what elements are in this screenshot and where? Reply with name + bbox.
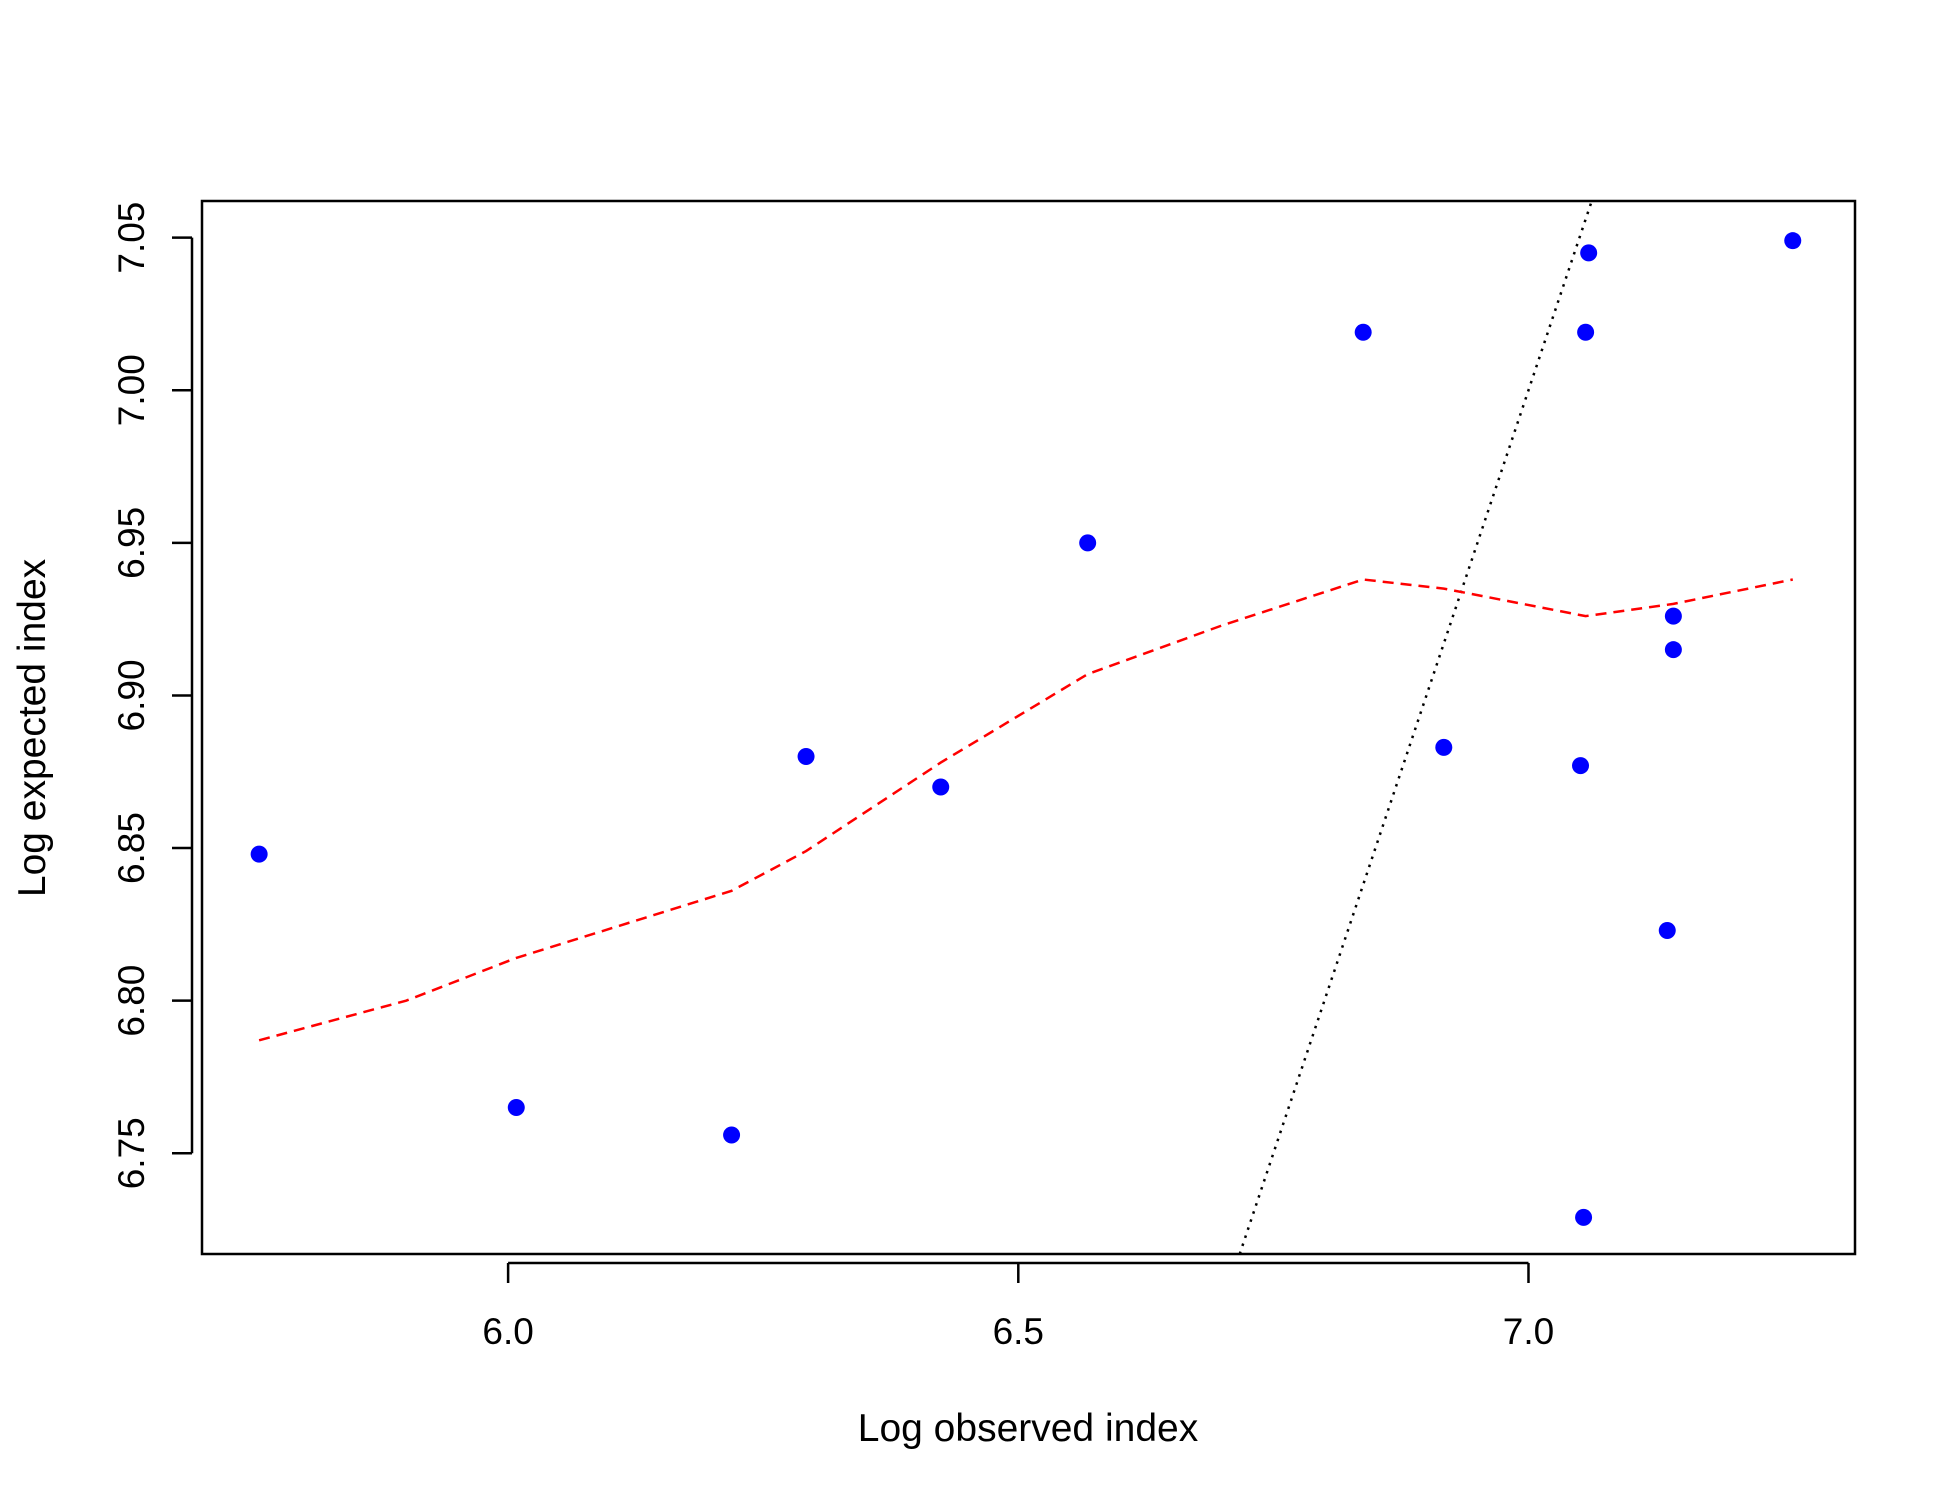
x-tick-label: 6.5: [993, 1311, 1044, 1352]
data-point: [1572, 757, 1590, 775]
y-tick-label: 6.85: [111, 812, 152, 884]
data-point: [1435, 738, 1453, 756]
data-point: [932, 778, 950, 796]
y-tick-label: 6.95: [111, 507, 152, 579]
data-point: [1575, 1208, 1593, 1226]
y-tick-label: 7.05: [111, 202, 152, 274]
y-tick-label: 7.00: [111, 354, 152, 426]
plot-frame: [200, 199, 1857, 1256]
y-tick-label: 6.80: [111, 965, 152, 1037]
data-point: [1577, 323, 1595, 341]
y-tick-label: 6.90: [111, 659, 152, 731]
x-axis: 6.0 6.5 7.0: [482, 1261, 1554, 1352]
data-point: [1664, 607, 1682, 625]
y-axis-label: Log expected index: [11, 558, 54, 897]
y-axis: 6.75 6.80 6.85 6.90 6.95 7.00 7.05: [111, 202, 194, 1189]
data-point: [723, 1126, 741, 1144]
data-point: [797, 747, 815, 765]
y-tick-label: 6.75: [111, 1117, 152, 1189]
smooth-trend-line: [258, 578, 1794, 1042]
data-point: [1354, 323, 1372, 341]
data-point: [1580, 244, 1598, 262]
reference-line: [1238, 201, 1593, 1254]
data-point: [1784, 232, 1802, 250]
data-point: [250, 845, 268, 863]
data-point: [1079, 534, 1097, 552]
x-axis-label: Log observed index: [858, 1407, 1199, 1450]
data-point: [507, 1098, 525, 1116]
x-tick-label: 7.0: [1503, 1311, 1554, 1352]
data-point: [1658, 921, 1676, 939]
data-point: [1664, 641, 1682, 659]
x-tick-label: 6.0: [482, 1311, 533, 1352]
